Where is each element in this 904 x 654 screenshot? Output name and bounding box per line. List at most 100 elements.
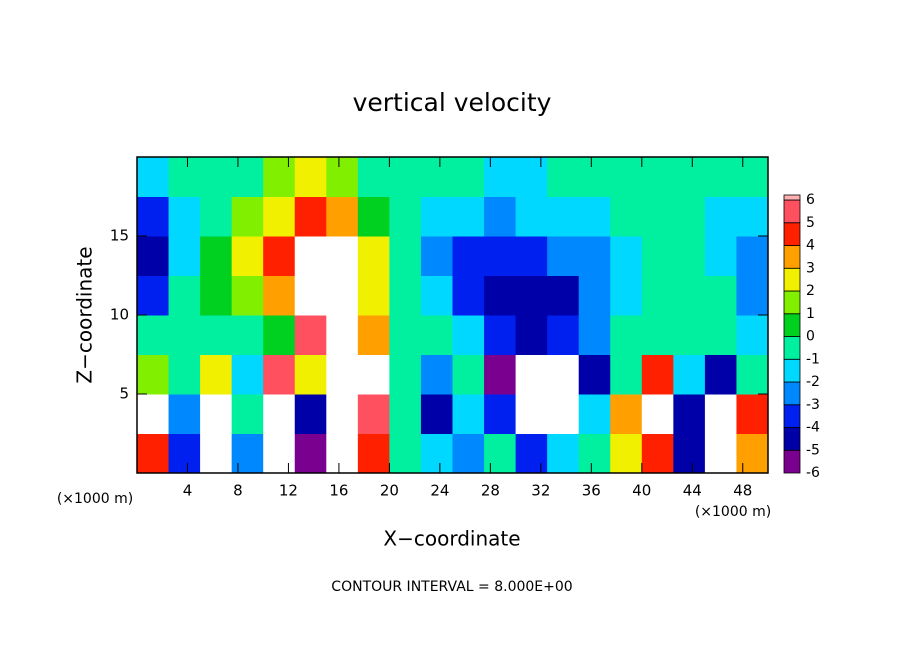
colorbar-swatch xyxy=(783,358,801,383)
heat-cell xyxy=(326,196,359,237)
heat-cell xyxy=(420,433,453,474)
heat-cell xyxy=(420,157,453,197)
heat-cell xyxy=(326,275,359,316)
heat-cell xyxy=(389,433,422,474)
heat-cell xyxy=(547,275,580,316)
heat-cell xyxy=(200,275,233,316)
x-tick-label: 48 xyxy=(733,482,752,500)
heat-cell xyxy=(420,394,453,434)
heat-cell xyxy=(231,315,264,355)
heat-cell xyxy=(263,354,296,395)
heat-cell xyxy=(263,315,296,355)
heat-cell xyxy=(736,275,769,316)
heat-cell xyxy=(704,394,737,434)
x-unit-label: (×1000 m) xyxy=(695,504,771,520)
x-tick-label: 36 xyxy=(582,482,601,500)
heat-cell xyxy=(547,354,580,395)
heat-cell xyxy=(420,354,453,395)
heat-cell xyxy=(547,394,580,434)
heat-cell xyxy=(137,394,170,434)
heat-cell xyxy=(610,275,643,316)
y-tick-label: 5 xyxy=(119,385,129,403)
heat-cell xyxy=(452,433,485,474)
heat-cell xyxy=(357,394,390,434)
heat-cell xyxy=(294,394,327,434)
heat-cell xyxy=(452,157,485,197)
x-tick-label: 40 xyxy=(632,482,651,500)
chart-title: vertical velocity xyxy=(353,88,552,117)
heat-cell xyxy=(610,157,643,197)
heat-cell xyxy=(263,196,296,237)
heat-cell xyxy=(231,354,264,395)
heat-cell xyxy=(326,354,359,395)
heat-cell xyxy=(137,433,170,474)
heat-cell xyxy=(736,157,769,197)
heat-cell xyxy=(200,196,233,237)
heat-cell xyxy=(578,236,611,276)
heat-cell xyxy=(263,433,296,474)
heat-cell xyxy=(673,315,706,355)
colorbar-swatch xyxy=(783,290,801,315)
heat-cell xyxy=(200,157,233,197)
x-axis-title: X−coordinate xyxy=(383,527,520,551)
heat-cell xyxy=(294,157,327,197)
x-tick-label: 4 xyxy=(183,482,193,500)
heat-cell xyxy=(326,433,359,474)
heat-cell xyxy=(610,433,643,474)
heat-cell xyxy=(357,275,390,316)
heatmap xyxy=(137,157,769,474)
heat-cell xyxy=(704,196,737,237)
heat-cell xyxy=(357,354,390,395)
heat-cell xyxy=(515,354,548,395)
colorbar-label: 6 xyxy=(806,192,815,208)
heat-cell xyxy=(704,433,737,474)
heat-cell xyxy=(452,315,485,355)
heat-cell xyxy=(168,196,201,237)
heat-cell xyxy=(137,315,170,355)
heat-cell xyxy=(389,275,422,316)
heat-cell xyxy=(704,236,737,276)
colorbar-label: -6 xyxy=(806,465,820,481)
heat-cell xyxy=(294,354,327,395)
heat-cell xyxy=(578,394,611,434)
heat-cell xyxy=(137,157,170,197)
colorbar-label: 5 xyxy=(806,215,815,231)
heat-cell xyxy=(641,157,674,197)
heat-cell xyxy=(294,275,327,316)
heat-cell xyxy=(673,354,706,395)
colorbar-label: -5 xyxy=(806,442,820,458)
heat-cell xyxy=(736,315,769,355)
x-tick-label: 12 xyxy=(279,482,298,500)
heat-cell xyxy=(231,394,264,434)
heat-cell xyxy=(484,433,517,474)
colorbar-swatch xyxy=(783,449,801,474)
heat-cell xyxy=(357,157,390,197)
colorbar-swatch xyxy=(783,199,801,224)
colorbar-swatch xyxy=(783,427,801,451)
heat-cell xyxy=(484,354,517,395)
x-tick-label: 32 xyxy=(531,482,550,500)
heat-cell xyxy=(610,196,643,237)
heat-cell xyxy=(326,394,359,434)
heat-cell xyxy=(673,433,706,474)
heat-cell xyxy=(704,354,737,395)
colorbar-swatch xyxy=(783,313,801,337)
heat-cell xyxy=(137,236,170,276)
heat-cell xyxy=(263,157,296,197)
heat-cell xyxy=(294,196,327,237)
heat-cell xyxy=(578,433,611,474)
heat-cell xyxy=(704,275,737,316)
heat-cell xyxy=(736,433,769,474)
heat-cell xyxy=(231,433,264,474)
heat-cell xyxy=(515,196,548,237)
heat-cell xyxy=(294,236,327,276)
heat-cell xyxy=(641,354,674,395)
heat-cell xyxy=(452,394,485,434)
heat-cell xyxy=(231,157,264,197)
colorbar-label: -3 xyxy=(806,397,820,413)
heat-cell xyxy=(357,433,390,474)
heat-cell xyxy=(137,354,170,395)
heat-cell xyxy=(547,196,580,237)
heat-cell xyxy=(452,236,485,276)
x-tick-label: 44 xyxy=(683,482,702,500)
